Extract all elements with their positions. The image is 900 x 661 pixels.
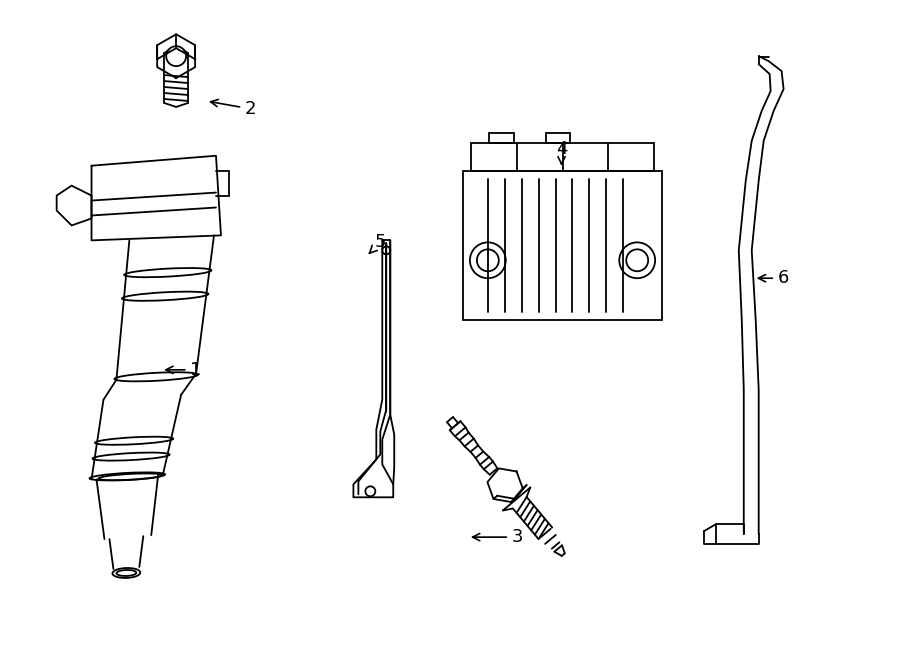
Bar — [545, 133, 571, 143]
Bar — [471, 143, 654, 171]
Bar — [463, 171, 662, 320]
Text: 5: 5 — [369, 233, 386, 253]
Text: 1: 1 — [166, 361, 202, 379]
Text: 2: 2 — [211, 100, 256, 118]
Bar — [489, 133, 514, 143]
Text: 3: 3 — [472, 528, 524, 546]
Text: 6: 6 — [759, 269, 789, 288]
Text: 4: 4 — [556, 139, 567, 164]
